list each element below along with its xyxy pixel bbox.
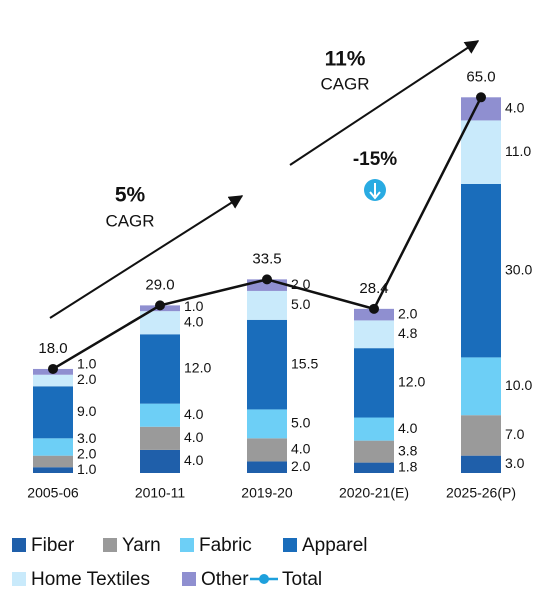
value-label: 3.0 <box>505 455 525 471</box>
bar-segment <box>354 320 394 349</box>
total-label: 18.0 <box>38 340 67 357</box>
cagr-arrow <box>49 195 244 319</box>
total-point <box>48 363 58 374</box>
bar-segment <box>247 461 287 473</box>
legend-swatch <box>12 538 26 552</box>
total-point <box>155 300 165 311</box>
value-label: 5.0 <box>291 415 311 431</box>
bar-segment <box>354 308 394 321</box>
annotation: 11% <box>325 48 366 71</box>
x-tick-label: 2025-26(P) <box>446 485 516 501</box>
legend-label: Fiber <box>31 535 75 556</box>
value-label: 12.0 <box>184 360 211 376</box>
value-label: 4.0 <box>184 429 204 445</box>
total-label: 65.0 <box>466 68 495 85</box>
legend-swatch <box>12 572 26 586</box>
bar-segment <box>140 403 180 427</box>
value-label: 4.0 <box>184 452 204 468</box>
value-label: 1.0 <box>77 356 97 372</box>
bar-segment <box>461 120 501 184</box>
bar-segment <box>140 449 180 473</box>
legend-swatch <box>182 572 196 586</box>
value-label: 11.0 <box>505 143 531 159</box>
bar-segment <box>461 184 501 358</box>
bar-segment <box>354 417 394 441</box>
bar-segment <box>247 409 287 439</box>
legend-label: Yarn <box>122 535 161 556</box>
bar-segment <box>461 357 501 416</box>
legend-dot <box>259 574 269 584</box>
value-label: 2.0 <box>398 305 418 321</box>
value-label: 15.5 <box>291 355 318 371</box>
annotation: 5% <box>115 184 146 207</box>
value-label: 2.0 <box>291 458 311 474</box>
total-point <box>476 92 486 103</box>
x-tick-label: 2005-06 <box>27 485 79 501</box>
bar-segment <box>140 426 180 450</box>
legend-label: Other <box>201 569 249 589</box>
bar-segment <box>461 455 501 473</box>
annotation: CAGR <box>320 74 369 93</box>
value-label: 2.0 <box>77 371 97 387</box>
bar-segment <box>33 374 73 387</box>
total-label: 28.4 <box>359 280 388 297</box>
bar-segment <box>247 279 287 291</box>
legend-label: Total <box>282 569 322 589</box>
total-label: 29.0 <box>145 276 174 293</box>
value-label: 4.8 <box>398 325 418 341</box>
bar-segment <box>461 415 501 456</box>
legend-swatch <box>283 538 297 552</box>
value-label: 4.0 <box>184 406 204 422</box>
value-label: 30.0 <box>505 261 532 277</box>
legend-swatch <box>180 538 194 552</box>
bar-segment <box>33 467 73 473</box>
value-label: 4.0 <box>184 313 204 329</box>
annotation: -15% <box>353 149 397 170</box>
total-label: 33.5 <box>252 250 281 267</box>
value-label: 5.0 <box>291 296 311 312</box>
bar-segment <box>33 455 73 468</box>
bar-segment <box>140 334 180 404</box>
value-label: 10.0 <box>505 377 532 393</box>
value-label: 2.0 <box>77 445 97 461</box>
bar-segment <box>354 440 394 463</box>
x-tick-label: 2019-20 <box>241 485 293 501</box>
bar-segment <box>354 462 394 473</box>
value-label: 4.0 <box>291 441 311 457</box>
value-label: 12.0 <box>398 374 425 390</box>
value-label: 3.8 <box>398 442 418 458</box>
annotation: CAGR <box>105 211 154 230</box>
bar-segment <box>247 438 287 462</box>
value-label: 4.0 <box>398 420 418 436</box>
x-tick-label: 2020-21(E) <box>339 485 409 501</box>
legend-label: Home Textiles <box>31 569 150 589</box>
bar-segment <box>247 319 287 410</box>
value-label: 4.0 <box>505 100 525 116</box>
bar-segment <box>33 438 73 456</box>
value-label: 1.0 <box>184 298 204 314</box>
down-icon <box>364 179 386 201</box>
legend-label: Apparel <box>302 535 368 556</box>
cagr-arrow <box>289 40 480 166</box>
value-label: 1.8 <box>398 459 418 475</box>
legend-label: Fabric <box>199 535 252 556</box>
bar-segment <box>354 348 394 418</box>
value-label: 3.0 <box>77 430 97 446</box>
legend-swatch <box>103 538 117 552</box>
value-label: 1.0 <box>77 461 97 477</box>
value-label: 9.0 <box>77 403 97 419</box>
bar-segment <box>247 290 287 320</box>
bar-segment <box>33 386 73 439</box>
total-point <box>369 303 379 314</box>
total-point <box>262 274 272 285</box>
x-tick-label: 2010-11 <box>135 485 186 501</box>
value-label: 7.0 <box>505 426 525 442</box>
bar-segment <box>140 311 180 335</box>
